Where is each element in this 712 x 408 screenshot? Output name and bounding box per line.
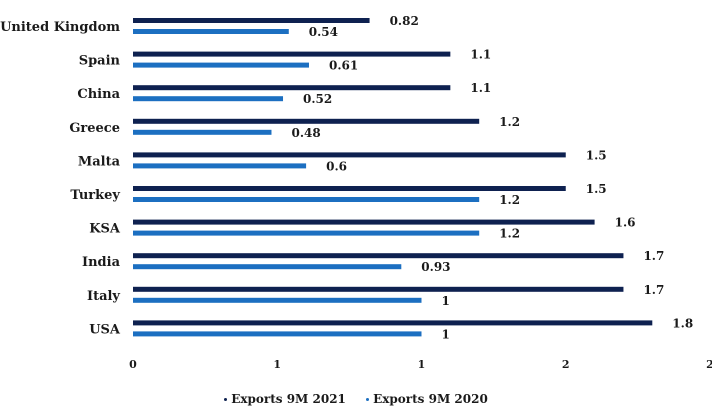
value-label-india-2020: 0.93 [421,260,450,274]
bar-turkey-2021 [133,186,566,191]
category-label-turkey: Turkey [70,188,120,203]
legend-marker-2020 [366,398,370,401]
bar-india-2020 [133,264,402,270]
value-label-greece-2020: 0.48 [291,126,320,140]
x-tick-label: 1 [418,358,426,371]
bar-italy-2021 [133,286,624,292]
bar-greece-2021 [133,118,480,124]
bar-united-kingdom-2020 [133,29,289,34]
value-label-usa-2020: 1 [442,327,450,341]
bar-italy-2020 [133,297,422,303]
category-label-italy: Italy [87,289,120,304]
value-label-italy-2021: 1.7 [643,283,664,297]
value-label-india-2021: 1.7 [643,249,664,263]
category-label-united-kingdom: United Kingdom [0,20,120,35]
x-tick-label: 0 [129,358,137,371]
bar-united-kingdom-2021 [133,18,370,23]
value-label-greece-2021: 1.2 [499,115,520,129]
value-label-turkey-2021: 1.5 [586,182,607,196]
x-tick-label: 1 [273,358,281,371]
legend: Exports 9M 2021 Exports 9M 2020 [0,392,712,406]
category-label-india: India [82,255,121,270]
legend-item-2021: Exports 9M 2021 [224,392,346,406]
category-label-ksa: KSA [89,222,121,237]
category-label-spain: Spain [79,54,121,69]
value-label-turkey-2020: 1.2 [499,193,520,207]
value-label-italy-2020: 1 [442,294,450,308]
bar-malta-2020 [133,163,307,169]
value-label-china-2020: 0.52 [303,92,332,106]
bar-ksa-2021 [133,219,595,225]
category-label-usa: USA [89,322,121,337]
x-tick-label: 2 [562,358,570,371]
legend-label-2020: Exports 9M 2020 [373,392,488,406]
value-label-malta-2021: 1.5 [586,148,607,162]
x-axis-ticks: 0 1 1 2 2 [129,358,712,371]
bar-china-2020 [133,96,284,102]
value-label-ksa-2021: 1.6 [615,216,636,230]
bar-spain-2021 [133,51,451,57]
value-label-malta-2020: 0.6 [326,159,347,173]
bar-spain-2020 [133,62,309,68]
category-label-malta: Malta [78,154,121,169]
category-label-greece: Greece [69,121,120,136]
legend-marker-2021 [224,398,228,401]
value-label-spain-2020: 0.61 [329,59,358,73]
value-label-united-kingdom-2020: 0.54 [309,25,338,39]
value-label-usa-2021: 1.8 [672,316,693,330]
value-labels: 0.82 0.54 1.1 0.61 1.1 0.52 1.2 0.48 1.5 0.6 1.5 1.… [291,14,693,341]
x-tick-label: 2 [706,358,712,371]
value-label-spain-2021: 1.1 [470,48,491,62]
value-label-china-2021: 1.1 [470,81,491,95]
bar-malta-2021 [133,152,566,158]
bar-turkey-2020 [133,197,480,202]
category-labels: United Kingdom Spain China Greece Malta Turke… [0,20,121,337]
bar-usa-2020 [133,331,422,337]
bars-group [133,18,653,337]
bar-usa-2021 [133,320,653,326]
bar-india-2021 [133,253,624,259]
bar-china-2021 [133,85,451,91]
legend-label-2021: Exports 9M 2021 [231,392,346,406]
bar-ksa-2020 [133,230,480,236]
legend-item-2020: Exports 9M 2020 [366,392,488,406]
bar-greece-2020 [133,129,272,135]
value-label-united-kingdom-2021: 0.82 [390,14,419,28]
category-label-china: China [77,87,120,102]
value-label-ksa-2020: 1.2 [499,227,520,241]
